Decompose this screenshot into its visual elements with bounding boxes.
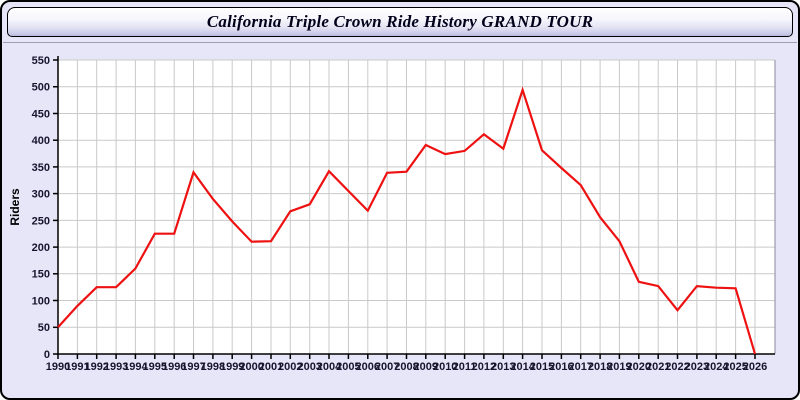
- title-bar: California Triple Crown Ride History GRA…: [7, 7, 793, 37]
- page-title: California Triple Crown Ride History GRA…: [206, 12, 594, 31]
- x-tick-label: 2021: [646, 361, 670, 373]
- x-tick-label: 1991: [65, 361, 89, 373]
- x-tick-label: 1999: [220, 361, 244, 373]
- y-tick-label: 550: [32, 55, 50, 67]
- y-tick-label: 250: [32, 215, 50, 227]
- riders-line-series: [57, 86, 757, 355]
- x-tick-label: 2001: [259, 361, 283, 373]
- x-tick-label: 2020: [627, 361, 651, 373]
- x-tick-label: 2008: [394, 361, 418, 373]
- x-tick-label: 2006: [356, 361, 380, 373]
- y-tick-label: 150: [32, 269, 50, 281]
- y-tick-label: 300: [32, 188, 50, 200]
- x-tick-label: 2005: [336, 361, 360, 373]
- x-tick-label: 1993: [104, 361, 128, 373]
- x-tick-label: 2018: [588, 361, 612, 373]
- x-tick-label: 2014: [510, 361, 535, 373]
- x-tick-label: 2016: [549, 361, 573, 373]
- x-tick-label: 1997: [181, 361, 205, 373]
- x-tick-label: 2025: [723, 361, 747, 373]
- x-tick-label: 2009: [414, 361, 438, 373]
- x-tick-label: 1994: [123, 361, 148, 373]
- x-tick-label: 2019: [607, 361, 631, 373]
- title-bar-shadow: [3, 42, 797, 43]
- y-tick-label: 200: [32, 242, 50, 254]
- y-tick-label: 400: [32, 135, 50, 147]
- x-tick-label: 1996: [162, 361, 186, 373]
- y-tick-label: 500: [32, 82, 50, 94]
- x-tick-label: 2004: [317, 361, 342, 373]
- x-tick-label: 2022: [665, 361, 689, 373]
- x-tick-label: 2017: [568, 361, 592, 373]
- x-tick-label: 1998: [201, 361, 225, 373]
- x-tick-label: 2013: [491, 361, 515, 373]
- y-tick-label: 50: [38, 322, 50, 334]
- y-tick-label: 450: [32, 108, 50, 120]
- x-tick-label: 2023: [685, 361, 709, 373]
- y-tick-label: 350: [32, 162, 50, 174]
- x-tick-label: 2007: [375, 361, 399, 373]
- x-tick-label: 1992: [84, 361, 108, 373]
- x-tick-label: 2011: [453, 361, 477, 373]
- x-tick-label: 2002: [278, 361, 302, 373]
- x-tick-label: 1995: [143, 361, 167, 373]
- x-tick-label: 2012: [472, 361, 496, 373]
- y-tick-label: 0: [44, 349, 50, 361]
- y-axis-title: Riders: [8, 188, 22, 226]
- x-tick-label: 1990: [46, 361, 70, 373]
- x-tick-label: 2026: [743, 361, 767, 373]
- x-tick-label: 2010: [433, 361, 457, 373]
- x-tick-label: 2024: [704, 361, 729, 373]
- x-tick-label: 2003: [297, 361, 321, 373]
- x-tick-label: 2015: [530, 361, 554, 373]
- y-tick-label: 100: [32, 295, 50, 307]
- x-tick-label: 2000: [239, 361, 263, 373]
- plot-area: [58, 60, 775, 354]
